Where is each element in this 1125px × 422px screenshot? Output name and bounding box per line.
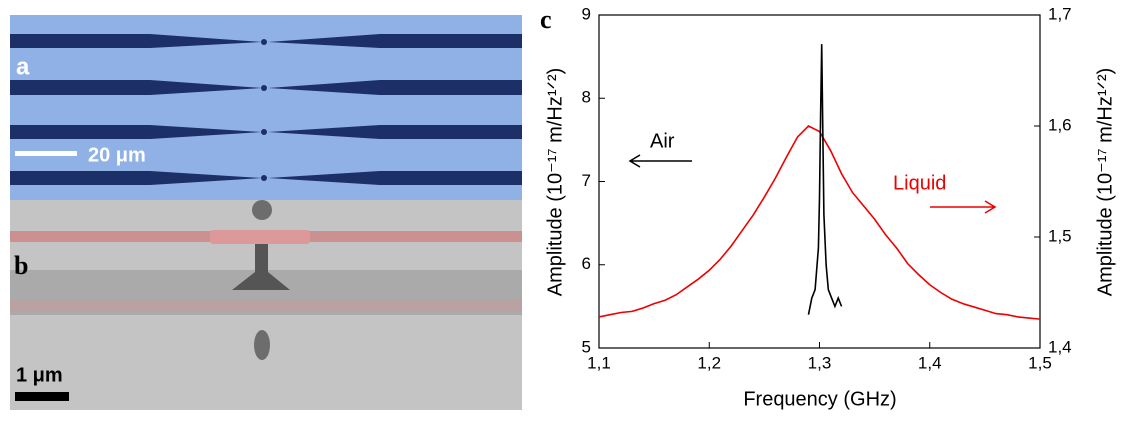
y2-tick-label: 1,7 [1048, 4, 1072, 23]
x-axis-title: Frequency (GHz) [743, 388, 896, 410]
y-axis-title: Amplitude (10⁻¹⁷ m/Hz¹ᐟ²) [544, 68, 566, 297]
x-tick-label: 1,3 [808, 353, 832, 372]
y2-tick-label: 1,6 [1048, 115, 1072, 134]
arrow [930, 200, 997, 214]
panel-a-image [10, 15, 522, 200]
scale-bar-label: 20 μm [88, 144, 146, 166]
y2-axis-title: Amplitude (10⁻¹⁷ m/Hz¹ᐟ²) [1094, 68, 1116, 297]
panel-label: c [540, 5, 552, 34]
data-line [598, 125, 1041, 320]
arrow [628, 154, 692, 168]
y-tick-label: 7 [582, 171, 591, 190]
panel-label: a [16, 53, 30, 80]
data-line [807, 44, 843, 315]
y-tick-label: 9 [582, 4, 591, 23]
x-tick-label: 1,2 [697, 353, 721, 372]
x-tick-label: 1,5 [1028, 353, 1052, 372]
y-tick-label: 6 [582, 254, 591, 273]
x-tick-label: 1,4 [918, 353, 942, 372]
y2-tick-label: 1,4 [1048, 337, 1072, 356]
y2-tick-label: 1,5 [1048, 226, 1072, 245]
panel-b-image [10, 200, 522, 410]
annotation: Liquid [893, 172, 946, 194]
y-tick-label: 8 [582, 88, 591, 107]
scale-bar-label: 1 μm [16, 364, 63, 386]
y-tick-label: 5 [582, 337, 591, 356]
panel-label: b [14, 251, 28, 280]
annotation: Air [650, 130, 675, 152]
x-tick-label: 1,1 [587, 353, 611, 372]
